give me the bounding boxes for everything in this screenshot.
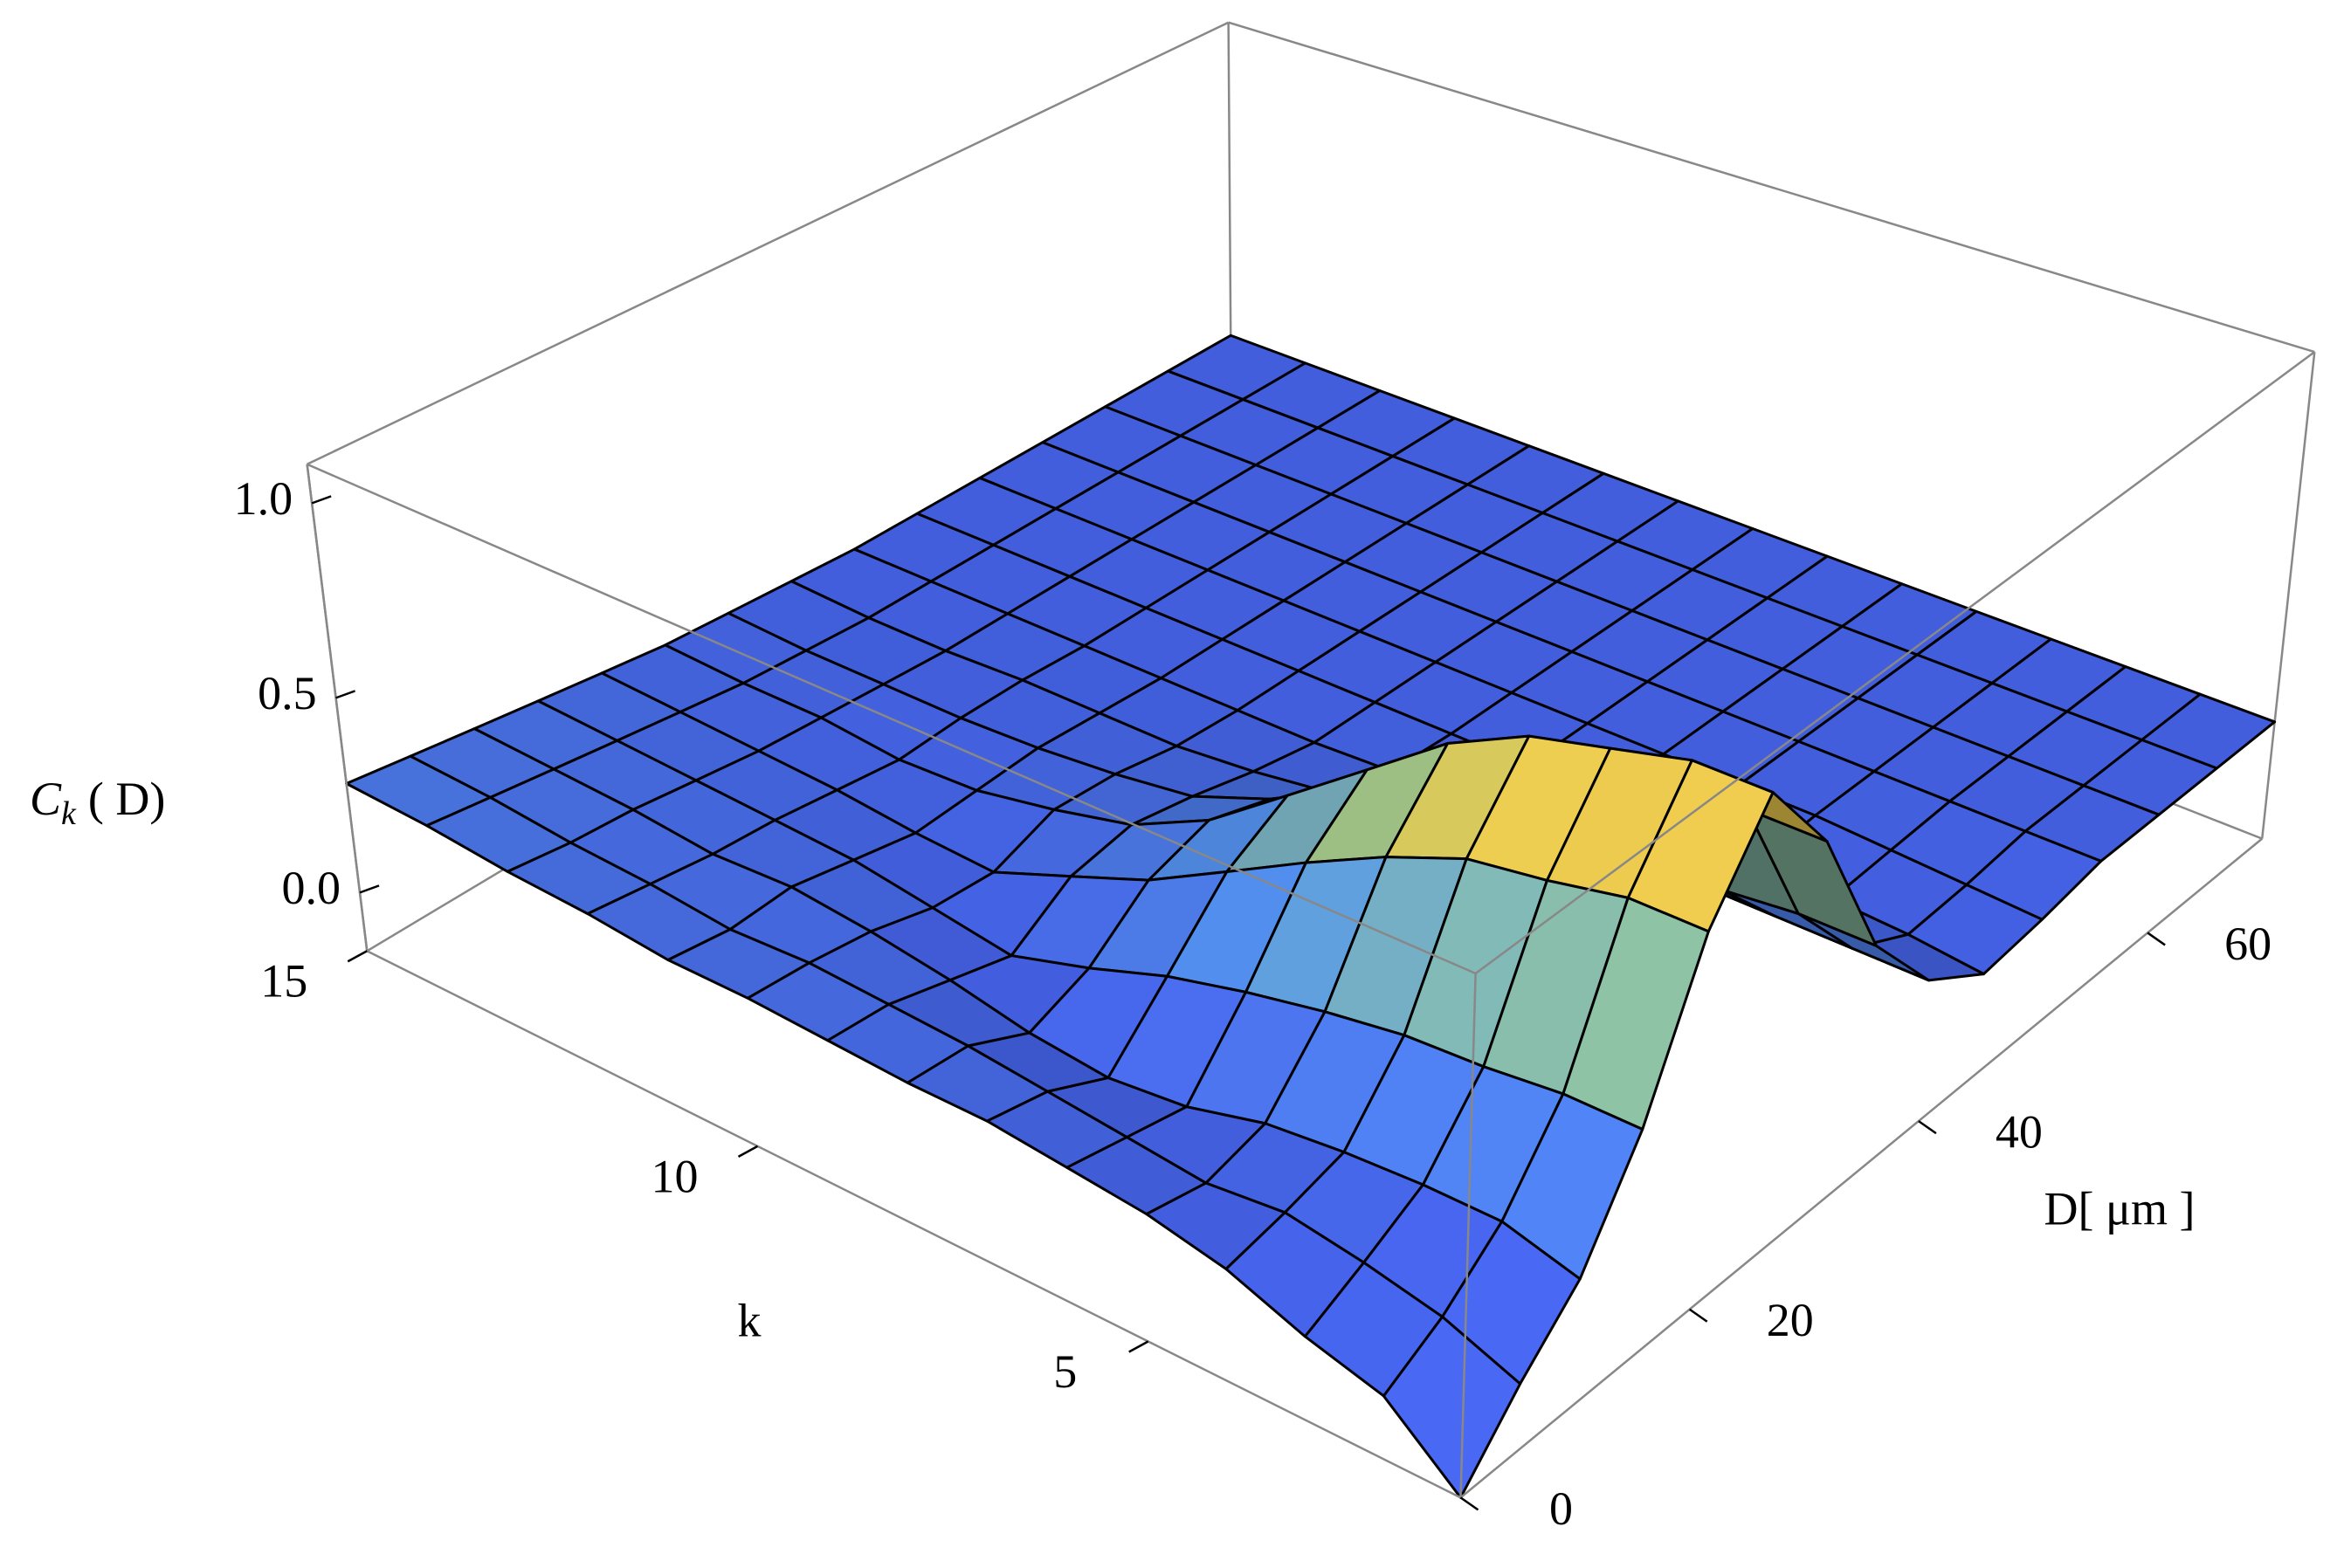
z-label-sub: k xyxy=(61,795,77,832)
x-tick-label: 5 xyxy=(1053,1345,1077,1398)
y-tick-label: 60 xyxy=(2224,918,2272,970)
box-edge xyxy=(307,463,1477,975)
y-axis-label: D[ μm ] xyxy=(2044,1182,2196,1234)
y-tick xyxy=(2147,932,2166,946)
surface xyxy=(345,334,2277,1499)
y-tick-label: 0 xyxy=(1549,1482,1573,1535)
box-front xyxy=(306,351,2316,1511)
box-edge xyxy=(1459,973,1477,1498)
box-edge xyxy=(307,21,1230,465)
z-tick-label: 1.0 xyxy=(234,472,293,525)
z-axis-label: Ck ( D) xyxy=(30,773,165,831)
x-tick-label: 10 xyxy=(651,1150,698,1202)
z-tick xyxy=(359,884,380,894)
y-tick-label: 40 xyxy=(1996,1105,2043,1158)
box-edge xyxy=(306,464,369,952)
z-label-main: C xyxy=(30,773,62,825)
z-label-tail: ( D) xyxy=(88,773,165,825)
z-tick xyxy=(335,690,356,699)
box-edge xyxy=(1228,21,2315,354)
x-tick xyxy=(1128,1340,1149,1353)
x-tick xyxy=(737,1145,759,1158)
surface-patch xyxy=(1382,1315,1522,1499)
x-tick xyxy=(347,950,368,963)
box-edge xyxy=(2260,351,2316,839)
y-tick xyxy=(1918,1120,1937,1135)
y-tick xyxy=(1688,1308,1708,1323)
z-tick xyxy=(311,495,332,505)
box-edge xyxy=(1459,837,2264,1499)
z-tick-label: 0.5 xyxy=(258,667,317,719)
box-edge xyxy=(366,950,1462,1499)
x-tick-label: 15 xyxy=(260,955,307,1008)
z-tick-label: 0.0 xyxy=(282,862,341,914)
x-axis-label: k xyxy=(738,1294,762,1346)
y-tick-label: 20 xyxy=(1767,1294,1814,1346)
box-edge xyxy=(1474,351,2316,975)
y-tick xyxy=(1459,1496,1479,1511)
